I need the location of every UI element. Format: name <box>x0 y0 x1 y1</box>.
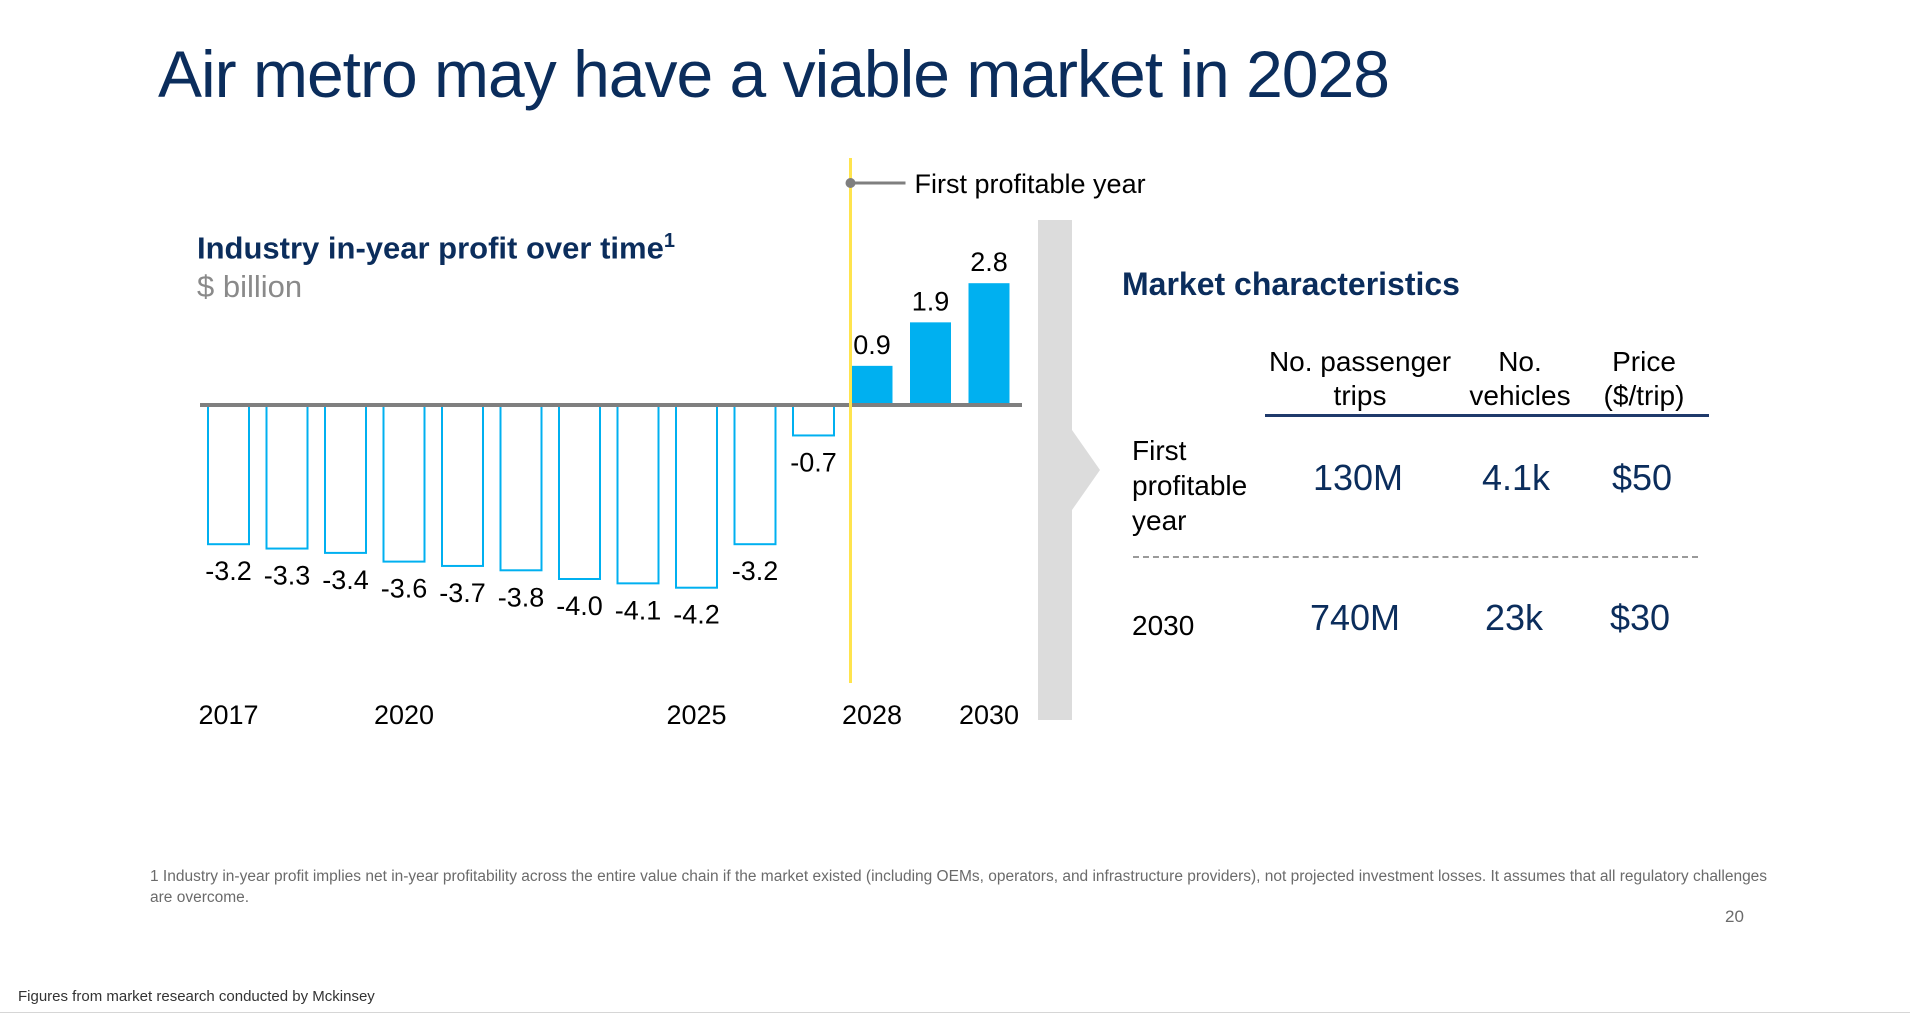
data-label-2030: 2.8 <box>970 247 1008 277</box>
marker-label: First profitable year <box>915 169 1146 199</box>
row-label-2030-text: 2030 <box>1132 610 1195 641</box>
data-label-2027: -0.7 <box>790 447 837 477</box>
page-number: 20 <box>1725 907 1744 926</box>
data-label-2022: -3.8 <box>498 582 545 612</box>
bar-2024 <box>616 404 660 585</box>
data-label-2025: -4.2 <box>673 600 720 630</box>
row-label-line2: profitable <box>1132 470 1248 501</box>
column-header-price-line2: ($/trip) <box>1603 380 1685 411</box>
data-label-2029: 1.9 <box>912 286 950 316</box>
column-header-trips-line1: No. passenger <box>1268 346 1452 377</box>
column-header-price-line1: Price <box>1612 346 1676 377</box>
data-label-2024: -4.1 <box>615 595 662 625</box>
data-label-2020: -3.6 <box>381 574 428 604</box>
profit-bar-chart: -3.2 -3.3 -3.4 -3.6 -3.7 -3.8 -4.0 -4.1 -4.2 -3.2… <box>198 158 1146 730</box>
column-header-trips-line2: trips <box>1333 380 1387 411</box>
data-label-2017: -3.2 <box>205 556 252 586</box>
bar-2026 <box>733 404 777 546</box>
bar-2018 <box>265 404 309 550</box>
cell-vehicles-first-year: 4.1k <box>1481 457 1551 498</box>
cell-trips-2030: 740M <box>1309 597 1401 638</box>
marker-dot <box>845 178 856 188</box>
header-underline <box>1265 414 1709 417</box>
bar-2020 <box>382 404 426 563</box>
bar-2019 <box>324 404 367 554</box>
data-label-2028: 0.9 <box>853 330 891 360</box>
data-label-2023: -4.0 <box>556 591 603 621</box>
bar-2017 <box>207 404 250 546</box>
chart-title: Industry in-year profit over time1 <box>197 230 675 266</box>
cell-vehicles-2030: 23k <box>1484 597 1544 638</box>
column-header-trips: No. passenger trips <box>1255 345 1465 413</box>
row-label-line3: year <box>1132 505 1187 536</box>
bottom-divider <box>0 1012 1910 1013</box>
data-label-2019: -3.4 <box>322 565 369 595</box>
bar-2028 <box>851 365 893 405</box>
page-title: Air metro may have a viable market in 20… <box>158 37 1390 111</box>
market-characteristics-title: Market characteristics <box>1122 266 1460 302</box>
data-label-2018: -3.3 <box>264 561 311 591</box>
bar-2021 <box>441 404 484 567</box>
column-header-vehicles: No. vehicles <box>1462 345 1578 413</box>
cell-trips-first-year: 130M <box>1312 457 1404 498</box>
column-header-vehicles-line1: No. <box>1498 346 1542 377</box>
bar-2030 <box>968 283 1010 405</box>
chart-title-text: Industry in-year profit over time <box>197 230 664 266</box>
footnote: 1 Industry in-year profit implies net in… <box>150 868 1768 906</box>
x-tick-2020: 2020 <box>374 700 434 730</box>
x-tick-2017: 2017 <box>198 700 258 730</box>
bar-2029 <box>910 322 951 405</box>
column-header-vehicles-line2: vehicles <box>1469 380 1571 411</box>
x-tick-2030: 2030 <box>959 700 1019 730</box>
transition-arrow <box>1038 220 1100 720</box>
row-label-2030: 2030 <box>1132 608 1194 643</box>
row-label-line1: First <box>1132 435 1187 466</box>
bar-2027 <box>792 404 835 437</box>
cell-price-first-year: $50 <box>1611 457 1673 498</box>
x-tick-2025: 2025 <box>666 700 726 730</box>
bar-2025 <box>675 404 718 589</box>
footnote-marker: 1 <box>663 230 675 252</box>
bar-2022 <box>499 404 543 572</box>
cell-price-2030: $30 <box>1609 597 1671 638</box>
data-label-2026: -3.2 <box>732 556 779 586</box>
source-note: Figures from market research conducted b… <box>18 988 375 1005</box>
row-divider <box>1133 556 1698 558</box>
row-label-first-profitable-year: First profitable year <box>1132 433 1247 538</box>
data-label-2021: -3.7 <box>439 578 486 608</box>
bar-2023 <box>558 404 601 580</box>
chart-unit-label: $ billion <box>197 269 303 304</box>
x-tick-2028: 2028 <box>842 700 902 730</box>
column-header-price: Price ($/trip) <box>1592 345 1696 413</box>
